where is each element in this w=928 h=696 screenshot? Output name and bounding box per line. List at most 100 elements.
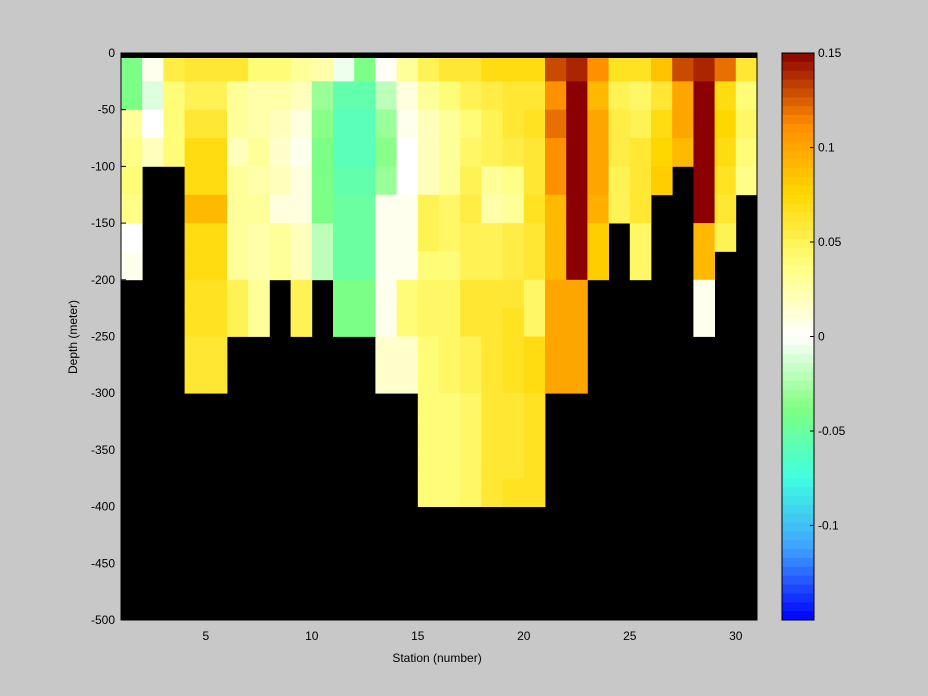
heatmap-cell	[523, 138, 546, 167]
colorbar-band	[782, 425, 814, 435]
colorbar-band	[782, 70, 814, 80]
y-tick-label: -450	[91, 556, 115, 570]
colorbar-band	[782, 203, 814, 213]
heatmap-cell	[714, 53, 737, 82]
y-tick-label: -50	[98, 103, 116, 117]
colorbar-band	[782, 478, 814, 488]
heatmap-cell	[481, 393, 503, 422]
heatmap-cell	[417, 53, 440, 82]
heatmap-cell	[439, 53, 461, 82]
heatmap-cell	[629, 81, 652, 111]
heatmap-cell	[502, 138, 525, 167]
colorbar-band	[782, 460, 814, 470]
heatmap-cell	[439, 109, 461, 139]
heatmap-cell	[354, 194, 376, 224]
heatmap-cell	[417, 308, 440, 337]
colorbar-band	[782, 53, 814, 63]
colorbar-band	[782, 194, 814, 205]
heatmap-cell	[396, 53, 419, 82]
heatmap-cell	[672, 53, 694, 82]
heatmap-cell	[375, 336, 397, 366]
heatmap-cell	[248, 138, 270, 167]
colorbar-band	[782, 141, 814, 151]
y-axis: 0 -50 -100 -150 -200 -250 -300 -350 -400 -450 -500	[91, 46, 126, 627]
heatmap-cell	[460, 279, 482, 309]
heatmap-cell	[121, 109, 143, 139]
heatmap-cell	[333, 279, 355, 309]
heatmap-cell	[502, 166, 525, 196]
colorbar-band	[782, 256, 814, 267]
colorbar-band	[782, 88, 814, 98]
heatmap-cell	[269, 81, 291, 111]
heatmap-cell	[354, 166, 376, 196]
heatmap-cell	[502, 308, 525, 337]
heatmap-cell	[184, 251, 207, 281]
heatmap-cell	[121, 81, 143, 111]
heatmap-cell	[290, 279, 313, 309]
heatmap-cell	[333, 138, 355, 167]
heatmap-cell	[396, 364, 419, 394]
heatmap-cell	[184, 166, 207, 196]
heatmap-cell	[481, 251, 503, 281]
colorbar-band	[782, 540, 814, 550]
heatmap-cell	[396, 138, 419, 167]
heatmap-cell	[227, 308, 249, 337]
heatmap-cell	[354, 53, 376, 82]
heatmap-cell	[269, 194, 291, 224]
heatmap-cell	[311, 251, 334, 281]
colorbar-band	[782, 61, 814, 72]
heatmap-cell	[396, 279, 419, 309]
y-tick-label: -500	[91, 613, 115, 627]
heatmap-cell	[481, 279, 503, 309]
colorbar-band	[782, 123, 814, 134]
heatmap-cell	[481, 81, 503, 111]
heatmap-cell	[523, 308, 546, 337]
heatmap-cell	[248, 251, 270, 281]
heatmap-cell	[693, 251, 715, 281]
heatmap-cell	[396, 166, 419, 196]
heatmap-cell	[227, 109, 249, 139]
heatmap-cell	[184, 109, 207, 139]
heatmap-cell	[396, 109, 419, 139]
heatmap-cell	[502, 279, 525, 309]
heatmap-cell	[205, 308, 228, 337]
heatmap-cell	[205, 81, 228, 111]
heatmap-cell	[439, 166, 461, 196]
heatmap-cell	[417, 194, 440, 224]
heatmap-cell	[439, 449, 461, 479]
heatmap-cell	[396, 308, 419, 337]
x-tick-label: 5	[202, 629, 209, 643]
heatmap-cell	[460, 449, 482, 479]
heatmap-cell	[693, 279, 715, 309]
heatmap-cell	[714, 109, 737, 139]
heatmap-cell	[587, 194, 609, 224]
heatmap-cell	[693, 166, 715, 196]
colorbar-band	[782, 309, 814, 320]
heatmap-cell	[545, 336, 567, 366]
colorbar-band	[782, 301, 814, 311]
heatmap-cell	[502, 449, 525, 479]
colorbar-band	[782, 495, 814, 506]
heatmap-cell	[693, 53, 715, 82]
heatmap-cell	[481, 421, 503, 451]
heatmap-cell	[375, 53, 397, 82]
heatmap-cell	[460, 194, 482, 224]
heatmap-cell	[121, 166, 143, 196]
heatmap-cell	[608, 53, 631, 82]
heatmap-cell	[566, 53, 588, 82]
heatmap-cell	[333, 251, 355, 281]
heatmap-cell	[460, 421, 482, 451]
heatmap-cell	[205, 279, 228, 309]
heatmap-cell	[333, 81, 355, 111]
heatmap-cell	[629, 166, 652, 196]
heatmap-cell	[205, 138, 228, 167]
heatmap-cell	[523, 279, 546, 309]
heatmap-cell	[735, 166, 758, 196]
colorbar-band	[782, 150, 814, 160]
x-tick-label: 20	[517, 629, 531, 643]
heatmap-cell	[163, 81, 185, 111]
heatmap-cell	[672, 81, 694, 111]
heatmap-cell	[184, 364, 207, 394]
heatmap-cell	[205, 336, 228, 366]
colorbar-band	[782, 451, 814, 461]
